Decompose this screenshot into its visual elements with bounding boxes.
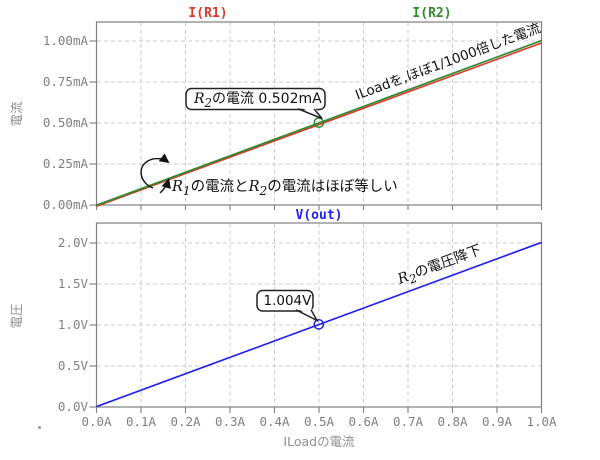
xtick-label: 1.0A — [526, 414, 557, 429]
xtick-label: 0.9A — [481, 414, 513, 429]
callout-bottom-text: 1.004V — [263, 292, 312, 309]
xtick-label: 0.1A — [125, 414, 157, 429]
ytick-label: 2.0V — [57, 235, 88, 250]
top-plot-frame — [95, 21, 543, 206]
legend-vout: V(out) — [295, 207, 343, 223]
ytick-label: 0.75mA — [42, 74, 88, 89]
callout-top-text: R2の電流 0.502mA — [194, 90, 322, 110]
math-r: R — [194, 90, 205, 107]
ytick-label: 0.5V — [57, 358, 88, 373]
callout-top — [185, 87, 326, 120]
legend-ir1: I(R1) — [188, 6, 228, 21]
xtick-label: 0.4A — [259, 414, 290, 429]
xtick-label: 0.3A — [214, 414, 246, 429]
callout-top-tail — [297, 108, 323, 120]
tick-marks — [89, 40, 543, 413]
series-ir2-line — [96, 39, 542, 206]
marker-vout-point — [313, 319, 325, 330]
xtick-label: 0.5A — [303, 414, 335, 429]
xaxis-label: ILoadの電流 — [283, 434, 355, 449]
series-vout-line — [96, 241, 542, 408]
top-plot-grid — [97, 22, 541, 205]
math-r: R — [248, 179, 260, 195]
ytick-label: 1.0V — [57, 317, 88, 332]
ytick-label: 1.5V — [57, 276, 88, 291]
xtick-label: 0.2A — [170, 414, 201, 429]
xtick-label: 0.7A — [392, 414, 424, 429]
ytick-label: 0.00mA — [42, 197, 88, 212]
ytick-label: 0.0V — [57, 399, 88, 414]
top-ylabel: 電流 — [9, 101, 24, 127]
xtick-label: 0.0A — [81, 414, 112, 429]
math-r: R — [172, 179, 183, 195]
callout-bottom — [256, 289, 319, 323]
ytick-label: 0.50mA — [42, 115, 88, 130]
callout-bottom-tail — [295, 309, 319, 323]
loop-arrow — [140, 153, 170, 189]
bottom-plot-grid — [97, 223, 541, 407]
ytick-label: 1.00mA — [42, 33, 88, 48]
bottom-ylabel: 電圧 — [9, 303, 24, 329]
ytick-label: 0.25mA — [42, 156, 88, 171]
stray-dot — [38, 426, 41, 429]
xtick-label: 0.8A — [437, 414, 468, 429]
small-up-arrow — [159, 178, 171, 194]
annotation-currents-equal: R1の電流とR2の電流はほぼ等しい — [172, 179, 398, 198]
bottom-plot-frame — [95, 222, 543, 408]
legend-ir2: I(R2) — [412, 6, 452, 21]
xtick-label: 0.6A — [348, 414, 379, 429]
